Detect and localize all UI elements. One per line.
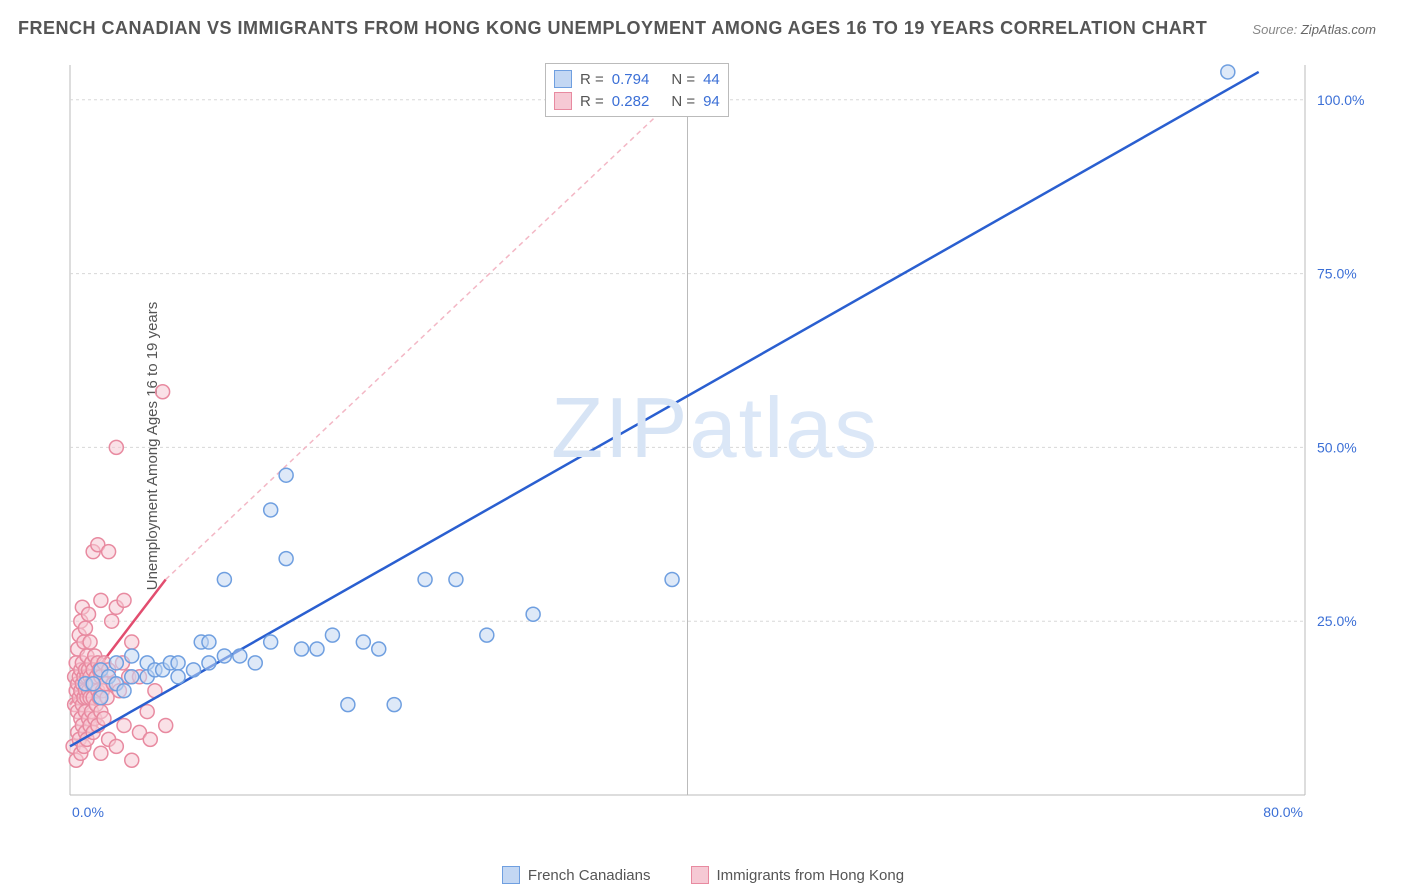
scatter-chart: 25.0% 50.0% 75.0% 100.0% 0.0% 80.0%: [55, 55, 1375, 835]
n-label: N =: [671, 93, 695, 110]
legend-label: Immigrants from Hong Kong: [717, 867, 905, 884]
legend-swatch: [554, 92, 572, 110]
svg-text:25.0%: 25.0%: [1317, 613, 1357, 629]
svg-text:75.0%: 75.0%: [1317, 266, 1357, 282]
source-label: Source:: [1252, 22, 1297, 37]
svg-text:0.0%: 0.0%: [72, 804, 104, 820]
n-label: N =: [671, 71, 695, 88]
svg-text:100.0%: 100.0%: [1317, 92, 1364, 108]
legend-label: French Canadians: [528, 867, 651, 884]
source-attribution: Source: ZipAtlas.com: [1252, 22, 1376, 37]
n-value: 94: [703, 93, 720, 110]
r-label: R =: [580, 71, 604, 88]
r-label: R =: [580, 93, 604, 110]
n-value: 44: [703, 71, 720, 88]
correlation-legend-row: R = 0.282 N = 94: [554, 90, 720, 112]
source-value: ZipAtlas.com: [1301, 22, 1376, 37]
svg-text:50.0%: 50.0%: [1317, 439, 1357, 455]
chart-title: FRENCH CANADIAN VS IMMIGRANTS FROM HONG …: [18, 18, 1207, 39]
r-value: 0.794: [612, 71, 650, 88]
svg-text:80.0%: 80.0%: [1263, 804, 1303, 820]
correlation-legend-row: R = 0.794 N = 44: [554, 68, 720, 90]
legend-item: Immigrants from Hong Kong: [691, 866, 905, 884]
legend-swatch: [554, 70, 572, 88]
legend-swatch: [502, 866, 520, 884]
correlation-legend: R = 0.794 N = 44 R = 0.282 N = 94: [545, 63, 729, 117]
plot-area: 25.0%50.0%75.0%100.0%0.0%80.0% ZIPatlas …: [55, 55, 1375, 835]
r-value: 0.282: [612, 93, 650, 110]
legend-swatch: [691, 866, 709, 884]
legend-item: French Canadians: [502, 866, 651, 884]
series-legend: French Canadians Immigrants from Hong Kon…: [0, 866, 1406, 884]
